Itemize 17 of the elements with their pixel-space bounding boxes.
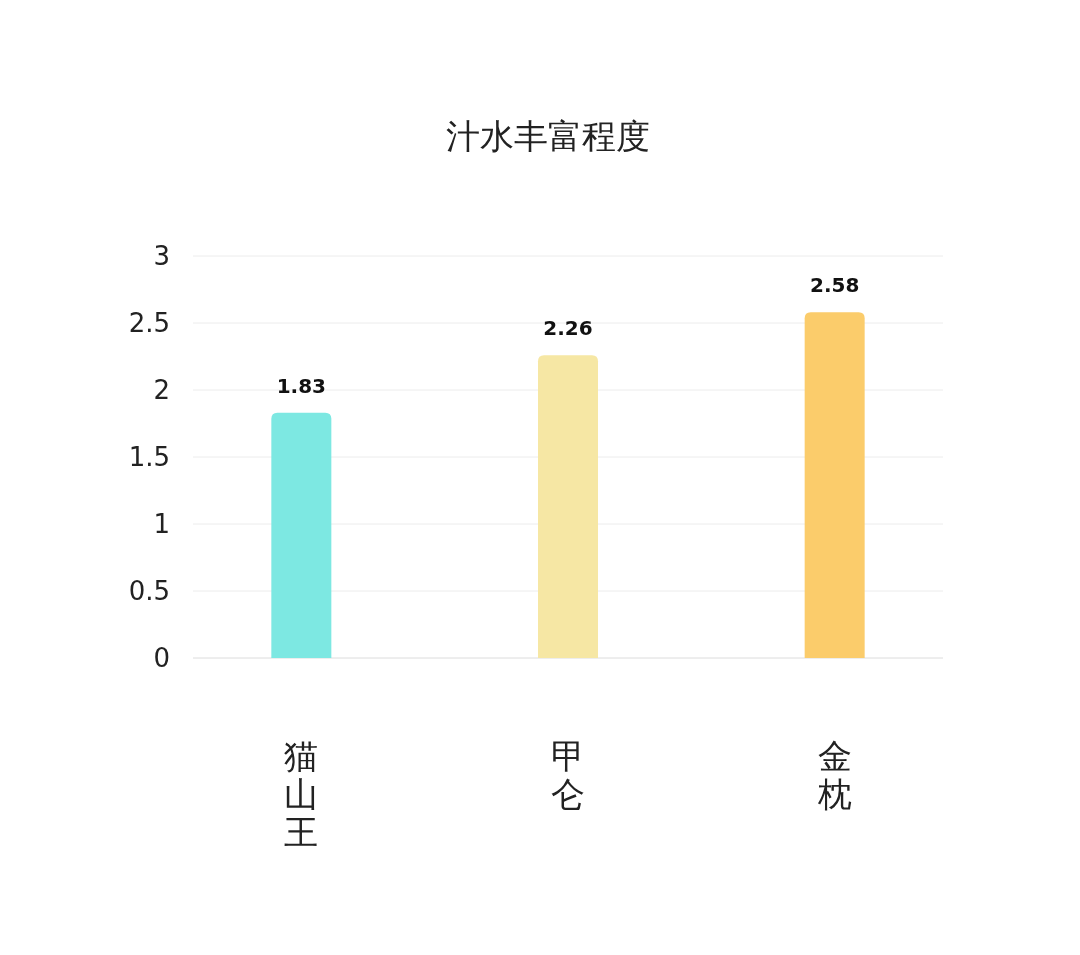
y-tick-label: 2.5 bbox=[128, 308, 170, 339]
y-tick-label: 3 bbox=[153, 241, 170, 272]
x-tick-label: 甲仑 bbox=[551, 736, 585, 814]
data-label: 1.83 bbox=[276, 373, 327, 398]
chart-title: 汁水丰富程度 bbox=[446, 116, 650, 156]
data-label: 2.58 bbox=[809, 273, 860, 298]
y-tick-label: 2 bbox=[153, 375, 170, 406]
bar bbox=[804, 312, 865, 658]
y-tick-label: 1.5 bbox=[128, 442, 170, 473]
bar bbox=[538, 355, 598, 658]
y-tick-label: 1 bbox=[153, 509, 170, 540]
bar bbox=[271, 412, 332, 658]
data-label: 2.26 bbox=[543, 316, 593, 341]
x-tick-label: 金枕 bbox=[816, 736, 852, 814]
y-tick-label: 0 bbox=[153, 643, 170, 674]
x-tick-label: 猫山王 bbox=[284, 736, 319, 852]
y-tick-label: 0.5 bbox=[128, 576, 170, 607]
